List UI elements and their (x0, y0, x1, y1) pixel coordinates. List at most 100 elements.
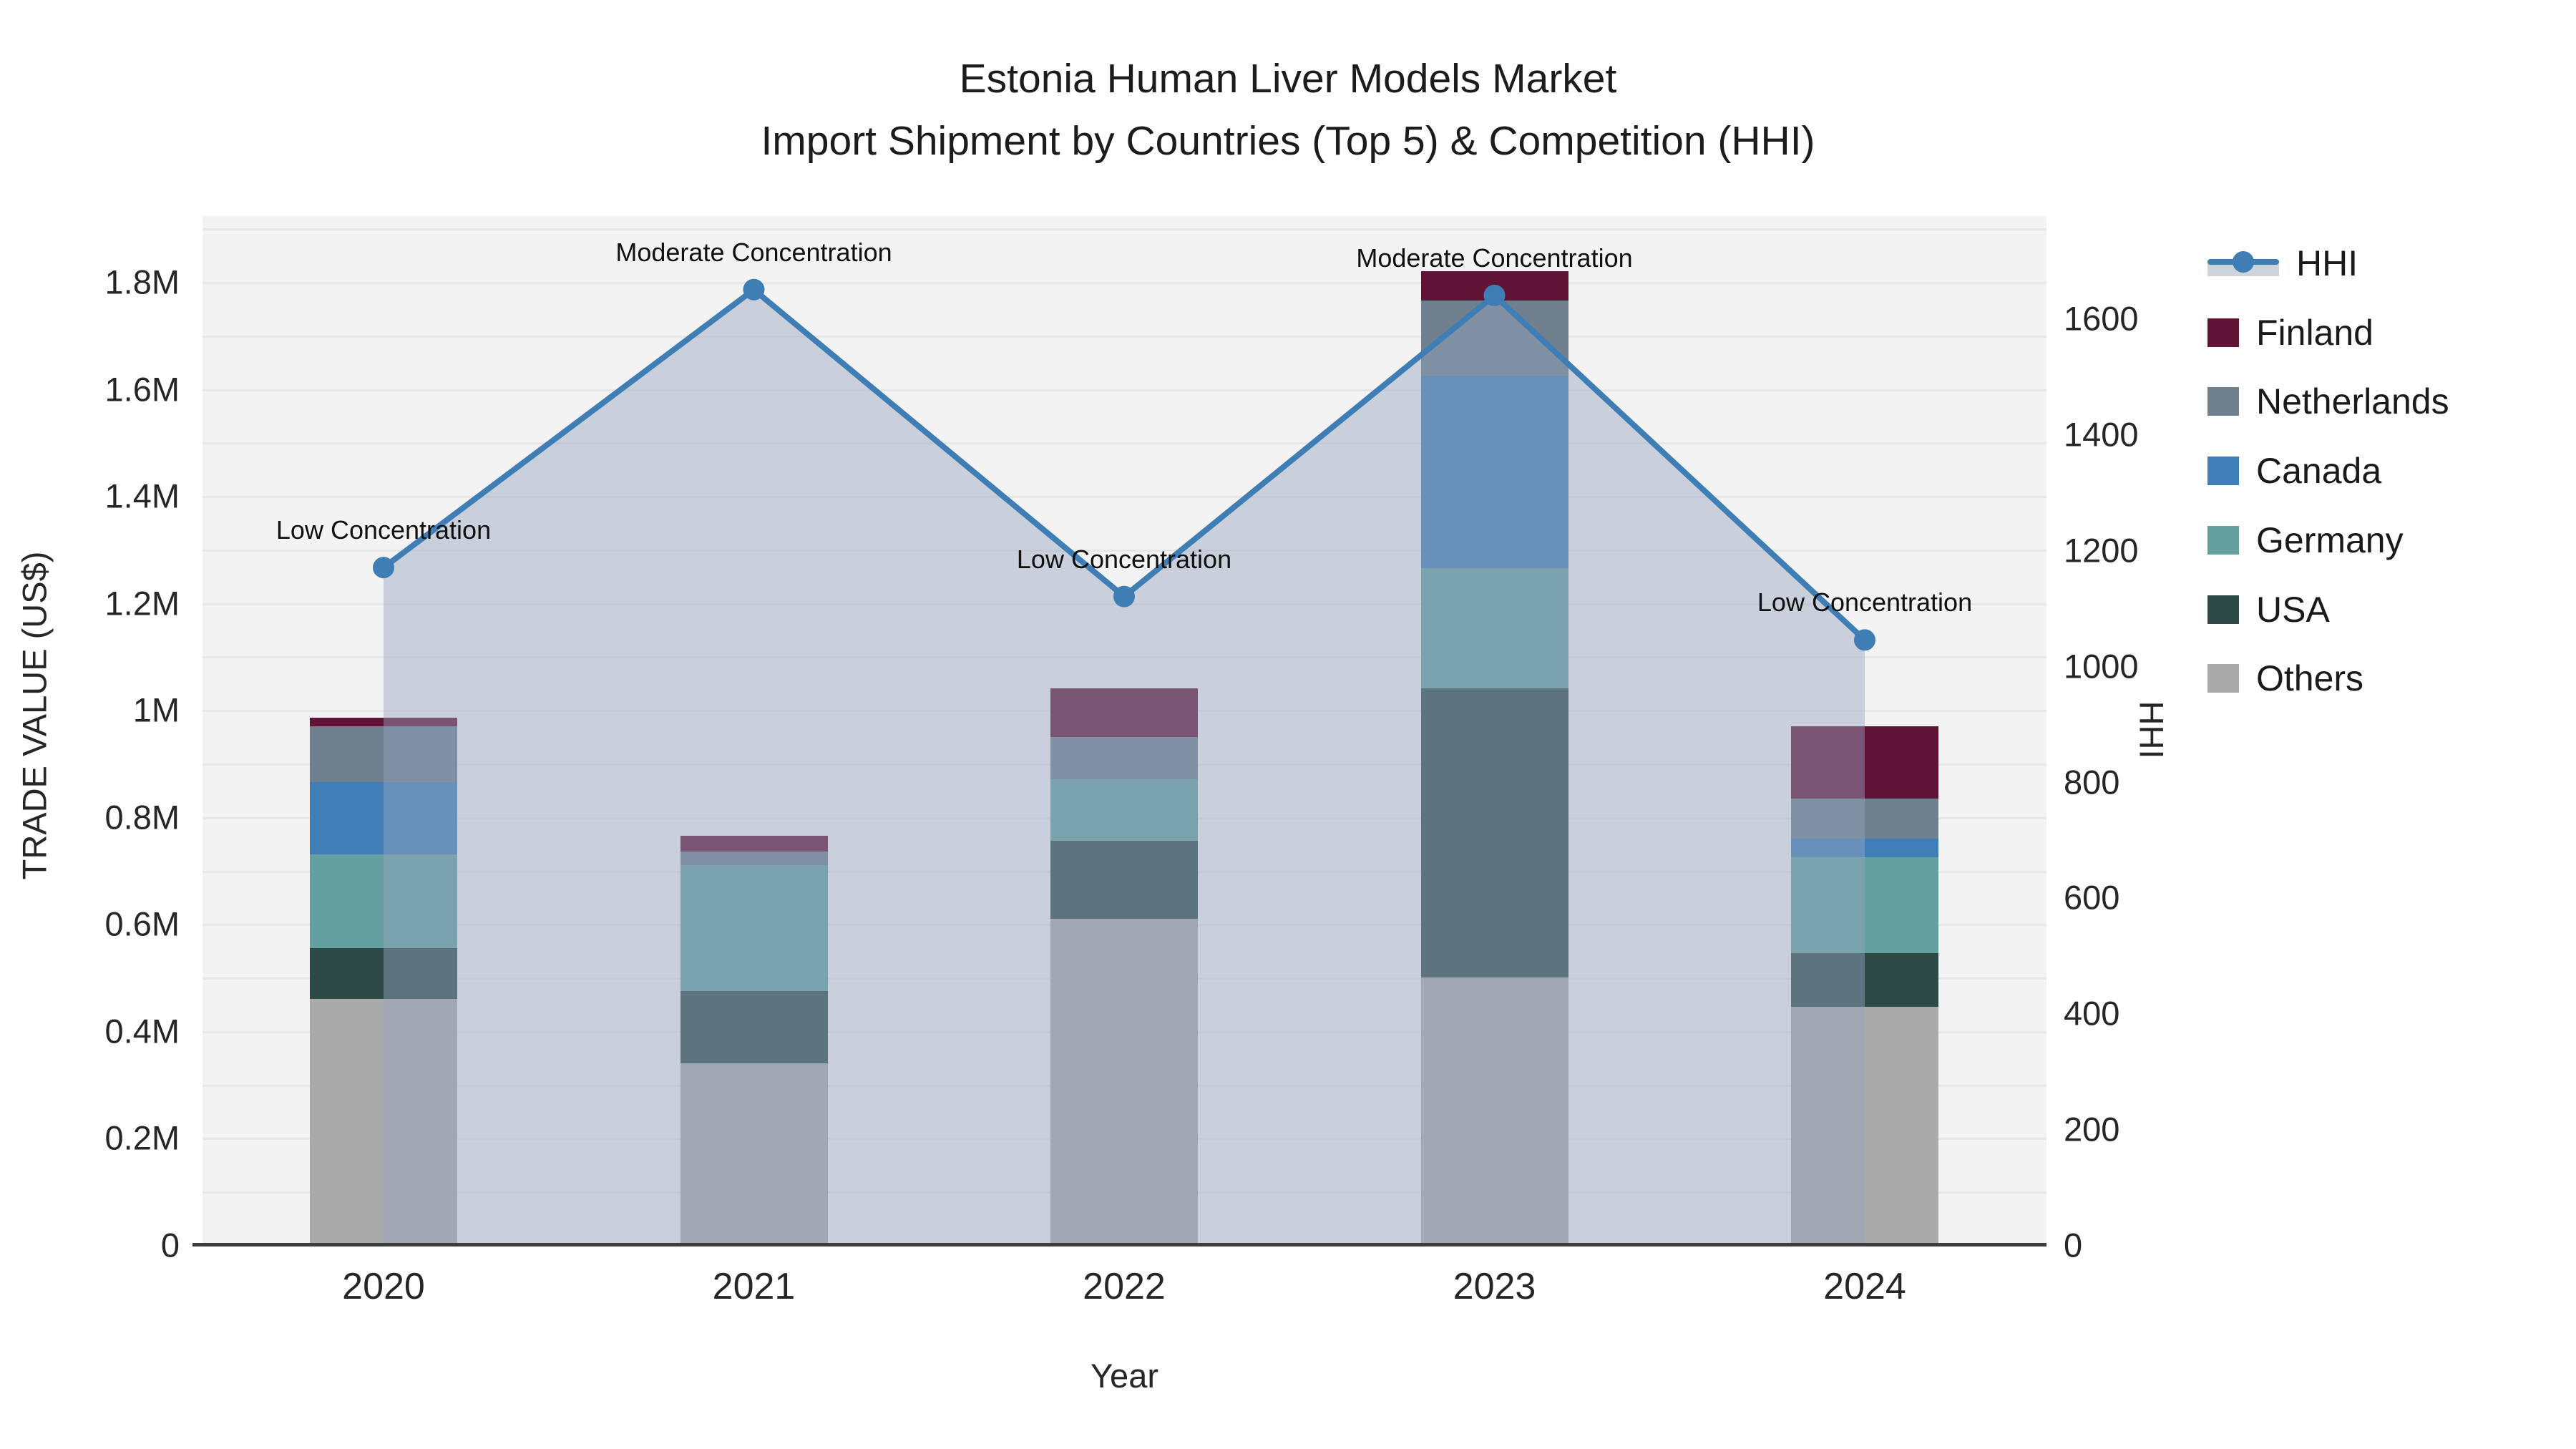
legend-item-netherlands[interactable]: Netherlands (2207, 381, 2449, 422)
x-tick-2021: 2021 (712, 1266, 796, 1307)
y-left-tick-1.6M: 1.6M (104, 370, 180, 409)
bar-segment-usa-2021 (680, 990, 828, 1063)
y-right-tick-600: 600 (2064, 878, 2120, 917)
x-tick-2020: 2020 (342, 1266, 425, 1307)
bar-segment-canada-2023 (1420, 375, 1568, 569)
gridline (203, 335, 2046, 338)
y-left-tick-0: 0 (160, 1226, 180, 1264)
y-right-tick-1200: 1200 (2064, 531, 2139, 570)
bar-segment-finland-2024 (1791, 726, 1938, 799)
bar-segment-usa-2024 (1791, 953, 1938, 1008)
y-left-axis-title: TRADE VALUE (US$) (15, 551, 54, 880)
y-right-tick-200: 200 (2064, 1110, 2120, 1148)
legend-label: Germany (2256, 519, 2404, 560)
bar-segment-others-2020 (310, 999, 457, 1245)
bar-segment-canada-2024 (1791, 838, 1938, 857)
legend-swatch-others (2207, 664, 2239, 693)
gridline (203, 228, 2046, 231)
legend-label: USA (2256, 589, 2330, 630)
bar-segment-netherlands-2020 (310, 726, 457, 783)
y-right-tick-800: 800 (2064, 763, 2120, 801)
annotation-2022: Low Concentration (1016, 544, 1232, 574)
gridline (203, 389, 2046, 391)
hhi-marker-2020 (373, 557, 394, 579)
annotation-2021: Moderate Concentration (615, 237, 892, 267)
x-axis-line (192, 1243, 2046, 1246)
bar-segment-usa-2022 (1050, 841, 1198, 919)
chart-title: Estonia Human Liver Models Market (959, 56, 1617, 102)
bar-segment-germany-2021 (680, 865, 828, 991)
y-left-tick-1.4M: 1.4M (104, 477, 180, 515)
hhi-marker-2023 (1483, 284, 1506, 306)
legend-item-germany[interactable]: Germany (2207, 519, 2404, 561)
bar-segment-finland-2020 (310, 718, 457, 726)
y-left-tick-0.6M: 0.6M (104, 904, 180, 943)
hhi-marker-2022 (1113, 585, 1135, 608)
gridline (203, 656, 2046, 659)
annotation-2024: Low Concentration (1757, 587, 1973, 618)
bar-segment-germany-2020 (310, 854, 457, 948)
x-tick-2023: 2023 (1453, 1266, 1536, 1307)
y-right-tick-1400: 1400 (2064, 415, 2139, 454)
legend-item-canada[interactable]: Canada (2207, 450, 2381, 492)
bar-segment-others-2021 (680, 1063, 828, 1245)
bar-segment-others-2022 (1050, 918, 1198, 1245)
y-left-tick-0.4M: 0.4M (104, 1012, 180, 1050)
bar-segment-others-2024 (1791, 1007, 1938, 1245)
legend-item-hhi[interactable]: HHI (2207, 243, 2358, 284)
y-right-tick-1600: 1600 (2064, 299, 2139, 338)
bar-segment-netherlands-2024 (1791, 798, 1938, 839)
y-right-tick-0: 0 (2064, 1226, 2083, 1264)
y-right-axis-title: HHI (2132, 701, 2171, 759)
legend-swatch-canada (2207, 457, 2239, 486)
hhi-marker-2021 (743, 278, 765, 301)
bar-segment-netherlands-2022 (1050, 736, 1198, 780)
hhi-marker-icon (2233, 251, 2254, 273)
bar-segment-canada-2020 (310, 782, 457, 855)
gridline (203, 549, 2046, 552)
legend-label: Canada (2256, 451, 2382, 492)
hhi-line-overlay (373, 278, 1875, 1245)
plot-area: Low Concentration Moderate Concentration L… (105, 216, 2139, 1307)
bar-segment-finland-2021 (680, 835, 828, 852)
y-left-tick-0.2M: 0.2M (104, 1118, 180, 1157)
x-axis-title: Year (1091, 1357, 1158, 1395)
x-tick-2022: 2022 (1083, 1266, 1166, 1307)
annotation-2020: Low Concentration (275, 515, 492, 545)
bar-segment-netherlands-2021 (680, 852, 828, 866)
legend-label: Finland (2256, 312, 2373, 353)
bar-segment-germany-2022 (1050, 779, 1198, 841)
legend-label: Netherlands (2256, 381, 2449, 422)
annotation-2023: Moderate Concentration (1356, 243, 1633, 273)
hhi-marker-2024 (1854, 629, 1875, 651)
legend-item-finland[interactable]: Finland (2207, 312, 2373, 353)
y-right-tick-400: 400 (2064, 994, 2120, 1033)
y-left-tick-0.8M: 0.8M (104, 798, 180, 836)
gridline (203, 496, 2046, 499)
legend-swatch-finland (2207, 318, 2239, 347)
bar-segment-finland-2022 (1050, 688, 1198, 737)
chart-subtitle: Import Shipment by Countries (Top 5) & C… (761, 118, 1815, 164)
legend-swatch-germany (2207, 525, 2239, 555)
bar-segment-germany-2023 (1420, 568, 1568, 689)
bar-segment-usa-2023 (1420, 688, 1568, 978)
bar-segment-germany-2024 (1791, 857, 1938, 954)
bar-segment-others-2023 (1420, 977, 1568, 1245)
y-left-tick-1.8M: 1.8M (104, 263, 180, 301)
legend-swatch-usa (2207, 595, 2239, 624)
gridline (203, 281, 2046, 284)
legend-item-others[interactable]: Others (2207, 658, 2363, 699)
hhi-legend-symbol (2207, 248, 2279, 279)
bar-segment-usa-2020 (310, 948, 457, 1000)
gridline (203, 442, 2046, 445)
x-tick-2024: 2024 (1823, 1266, 1906, 1307)
legend-swatch-netherlands (2207, 387, 2239, 416)
legend-item-usa[interactable]: USA (2207, 589, 2330, 630)
y-right-tick-1000: 1000 (2064, 647, 2139, 686)
legend-label: HHI (2296, 243, 2358, 283)
y-left-tick-1.2M: 1.2M (104, 584, 180, 623)
hhi-area-fill (384, 289, 1865, 1245)
y-left-tick-1M: 1M (132, 691, 180, 729)
legend-label: Others (2256, 658, 2364, 699)
